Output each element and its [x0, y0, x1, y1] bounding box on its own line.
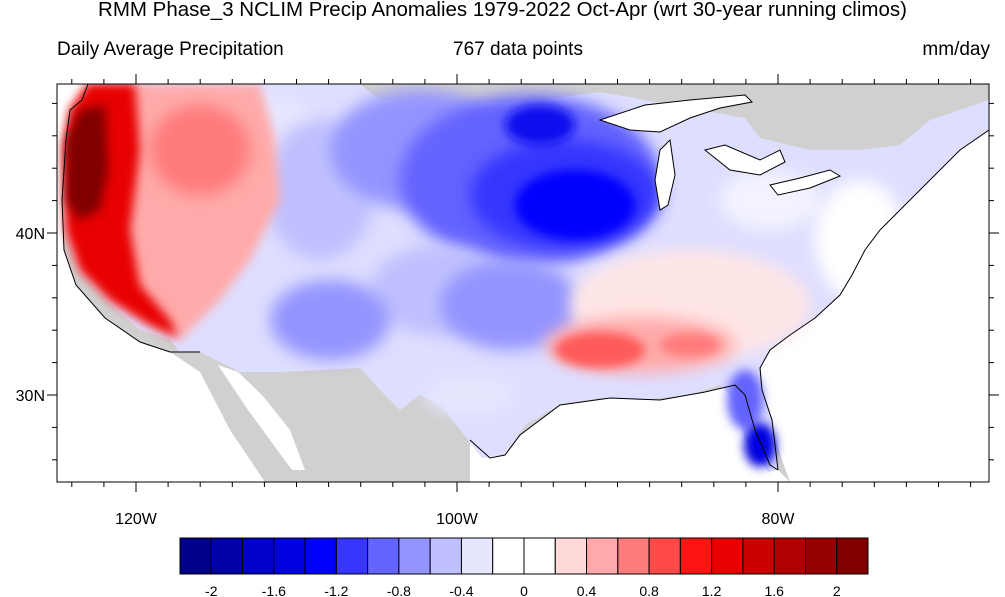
colorbar-label: 2 [833, 583, 841, 597]
colorbar-swatch [617, 537, 650, 575]
lat-label-30n: 30N [16, 388, 45, 405]
colorbar-swatch [398, 537, 431, 575]
colorbar-swatch [367, 537, 400, 575]
colorbar-swatch [554, 537, 588, 575]
tick-marks [47, 74, 999, 492]
colorbar-swatch [492, 537, 525, 575]
colorbar-labels: -2 -1.6 -1.2 -0.8 -0.4 0 0.4 0.8 1.2 1.6 2 [205, 583, 841, 597]
map-field [57, 84, 989, 482]
colorbar-swatch [711, 537, 744, 575]
variable-label: Daily Average Precipitation [57, 39, 284, 60]
colorbar-label: 0.4 [577, 583, 597, 597]
colorbar-label: -0.8 [387, 583, 411, 597]
gulf-of-california [218, 365, 305, 470]
pacific-ocean [57, 84, 265, 482]
colorbar [179, 537, 869, 575]
colorbar-swatch [179, 537, 212, 575]
lat-label-40n: 40N [16, 226, 45, 243]
colorbar-label: 1.6 [764, 583, 784, 597]
units-label: mm/day [922, 39, 990, 60]
colorbar-label: 1.2 [702, 583, 722, 597]
boundaries [61, 84, 989, 471]
map-title: RMM Phase_3 NCLIM Precip Anomalies 1979-… [98, 0, 907, 21]
colorbar-swatch [460, 537, 494, 575]
colorbar-swatch [273, 537, 306, 575]
colorbar-swatch [429, 537, 462, 575]
lon-label-80w: 80W [762, 511, 796, 528]
map-frame [56, 83, 990, 483]
colorbar-swatch [679, 537, 713, 575]
anomaly-blobs [64, 84, 905, 467]
colorbar-label: 0.8 [639, 583, 659, 597]
colorbar-swatch [304, 537, 337, 575]
gulf-of-mexico [470, 385, 790, 482]
colorbar-swatch [773, 537, 806, 575]
colorbar-swatch [804, 537, 838, 575]
data-points-label: 767 data points [453, 39, 583, 60]
colorbar-swatch [648, 537, 681, 575]
colorbar-label: -2 [205, 583, 218, 597]
colorbar-label: -0.4 [449, 583, 473, 597]
colorbar-label: -1.6 [262, 583, 286, 597]
colorbar-swatch [210, 537, 244, 575]
colorbar-swatch [242, 537, 275, 575]
colorbar-swatch [523, 537, 556, 575]
colorbar-swatch [742, 537, 775, 575]
colorbar-swatch [836, 537, 869, 575]
great-lakes [598, 94, 842, 211]
lon-label-120w: 120W [115, 511, 158, 528]
colorbar-label: -1.2 [324, 583, 348, 597]
colorbar-swatch [586, 537, 619, 575]
colorbar-label: 0 [520, 583, 528, 597]
colorbar-swatch [335, 537, 369, 575]
lon-label-100w: 100W [436, 511, 479, 528]
